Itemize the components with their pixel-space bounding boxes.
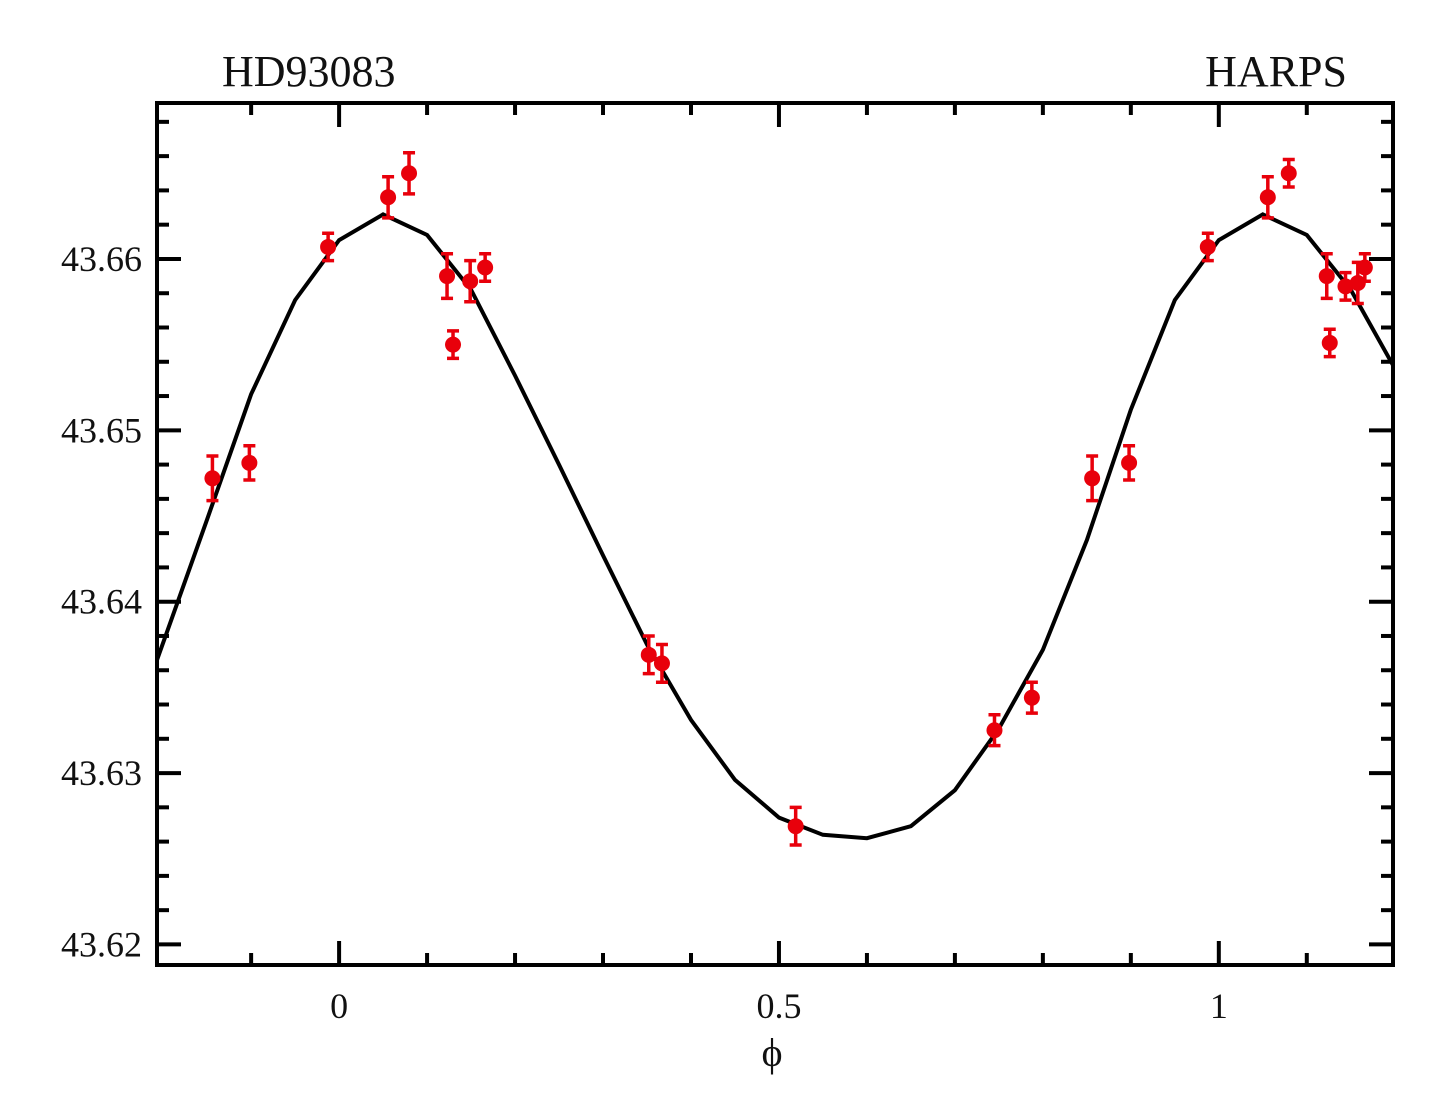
x-axis-label: ϕ — [761, 1030, 782, 1075]
data-point — [1199, 238, 1216, 255]
plot-frame — [155, 101, 1395, 967]
y-tick-label: 43.63 — [61, 753, 142, 793]
data-point — [1121, 454, 1138, 471]
data-point — [401, 165, 418, 182]
x-tick-label: 0.5 — [756, 986, 801, 1026]
data-point — [986, 722, 1003, 739]
model-curve — [157, 212, 1393, 841]
y-tick-label: 43.66 — [61, 239, 142, 279]
data-point — [445, 336, 462, 353]
data-point — [320, 238, 337, 255]
y-tick-label: 43.65 — [61, 410, 142, 450]
data-point — [787, 818, 804, 835]
data-point — [1349, 274, 1366, 291]
data-point — [462, 273, 479, 290]
y-tick-label: 43.62 — [61, 924, 142, 964]
data-point — [241, 454, 258, 471]
x-tick-label: 1 — [1210, 986, 1228, 1026]
annotation: HARPS — [1205, 47, 1347, 96]
data-point — [1356, 259, 1373, 276]
data-point — [653, 655, 670, 672]
data-point — [1084, 470, 1101, 487]
data-point — [1318, 268, 1335, 285]
data-point — [1023, 689, 1040, 706]
data-point — [1259, 189, 1276, 206]
data-point — [477, 259, 494, 276]
data-point — [1337, 278, 1354, 295]
data-point — [439, 268, 456, 285]
data-point — [380, 189, 397, 206]
data-point — [204, 470, 221, 487]
chart-title: HD93083 — [222, 47, 396, 96]
y-tick-label: 43.64 — [61, 582, 142, 622]
data-point — [1321, 334, 1338, 351]
x-tick-label: 0 — [330, 986, 348, 1026]
data-point — [1280, 165, 1297, 182]
data-point — [640, 646, 657, 663]
